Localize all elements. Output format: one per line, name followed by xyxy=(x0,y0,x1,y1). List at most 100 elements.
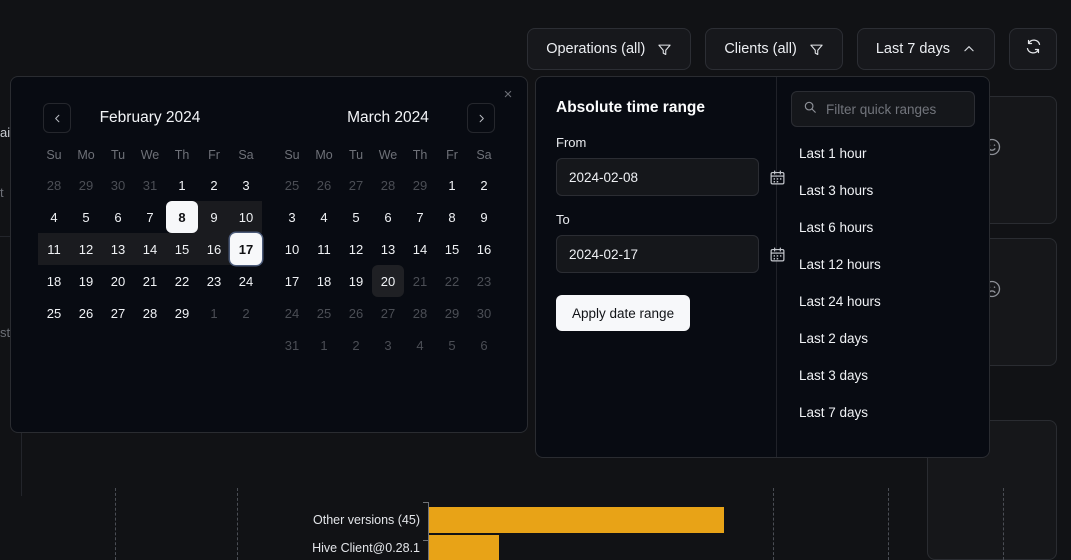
prev-month-button[interactable] xyxy=(43,103,71,133)
calendar-day[interactable]: 27 xyxy=(340,169,372,201)
calendar-day[interactable]: 1 xyxy=(198,297,230,329)
calendar-icon[interactable] xyxy=(769,167,786,187)
calendar-day[interactable]: 28 xyxy=(38,169,70,201)
calendar-day[interactable]: 19 xyxy=(340,265,372,297)
calendar-day[interactable]: 21 xyxy=(134,265,166,297)
calendar-day[interactable]: 18 xyxy=(38,265,70,297)
calendar-day[interactable]: 16 xyxy=(198,233,230,265)
calendar-day[interactable]: 18 xyxy=(308,265,340,297)
quick-ranges-search-input[interactable] xyxy=(826,101,989,117)
calendar-day[interactable]: 31 xyxy=(134,169,166,201)
calendar-day[interactable]: 26 xyxy=(340,297,372,329)
calendar-day[interactable]: 3 xyxy=(276,201,308,233)
calendar-day[interactable]: 2 xyxy=(230,297,262,329)
calendar-day[interactable]: 31 xyxy=(276,329,308,361)
calendar-day[interactable]: 9 xyxy=(468,201,500,233)
calendar-day[interactable]: 17 xyxy=(230,233,262,265)
calendar-day[interactable]: 30 xyxy=(102,169,134,201)
calendar-day[interactable]: 12 xyxy=(340,233,372,265)
calendar-day[interactable]: 14 xyxy=(134,233,166,265)
calendar-day[interactable]: 30 xyxy=(468,297,500,329)
calendar-day[interactable]: 6 xyxy=(102,201,134,233)
calendar-day[interactable]: 8 xyxy=(166,201,198,233)
quick-ranges-list[interactable]: Last 1 hour Last 3 hours Last 6 hours Last … xyxy=(791,135,975,457)
calendar-day[interactable]: 13 xyxy=(102,233,134,265)
time-range-button[interactable]: Last 7 days xyxy=(856,28,995,70)
apply-date-range-button[interactable]: Apply date range xyxy=(556,295,691,331)
calendar-day[interactable]: 22 xyxy=(436,265,468,297)
calendar-day[interactable]: 4 xyxy=(308,201,340,233)
quick-range-item[interactable]: Last 6 hours xyxy=(799,220,874,235)
calendar-day[interactable]: 8 xyxy=(436,201,468,233)
next-month-button[interactable] xyxy=(467,103,495,133)
calendar-day[interactable]: 4 xyxy=(404,329,436,361)
calendar-day[interactable]: 3 xyxy=(230,169,262,201)
from-date-input[interactable] xyxy=(556,158,759,196)
calendar-day[interactable]: 6 xyxy=(468,329,500,361)
calendar-day[interactable]: 28 xyxy=(372,169,404,201)
calendar-day[interactable]: 26 xyxy=(308,169,340,201)
close-icon[interactable]: × xyxy=(503,85,513,103)
to-date-input[interactable] xyxy=(556,235,759,273)
calendar-day[interactable]: 24 xyxy=(276,297,308,329)
calendar-day[interactable]: 28 xyxy=(134,297,166,329)
calendar-day[interactable]: 15 xyxy=(166,233,198,265)
calendar-icon[interactable] xyxy=(769,244,786,264)
calendar-day[interactable]: 29 xyxy=(70,169,102,201)
calendar-day[interactable]: 24 xyxy=(230,265,262,297)
calendar-day[interactable]: 20 xyxy=(372,265,404,297)
calendar-day[interactable]: 28 xyxy=(404,297,436,329)
calendar-day[interactable]: 29 xyxy=(436,297,468,329)
calendar-day[interactable]: 1 xyxy=(436,169,468,201)
calendar-day[interactable]: 20 xyxy=(102,265,134,297)
calendar-day[interactable]: 27 xyxy=(102,297,134,329)
calendar-day[interactable]: 19 xyxy=(70,265,102,297)
calendar-day[interactable]: 25 xyxy=(308,297,340,329)
calendar-day[interactable]: 14 xyxy=(404,233,436,265)
quick-range-item[interactable]: Last 12 hours xyxy=(799,257,881,272)
calendar-day[interactable]: 21 xyxy=(404,265,436,297)
calendar-day[interactable]: 2 xyxy=(468,169,500,201)
calendar-day[interactable]: 27 xyxy=(372,297,404,329)
calendar-day[interactable]: 5 xyxy=(70,201,102,233)
calendar-day[interactable]: 5 xyxy=(436,329,468,361)
quick-range-item[interactable]: Last 2 days xyxy=(799,331,869,346)
calendar-day[interactable]: 25 xyxy=(276,169,308,201)
calendar-day[interactable]: 15 xyxy=(436,233,468,265)
quick-range-item[interactable]: Last 24 hours xyxy=(799,294,881,309)
calendar-day[interactable]: 1 xyxy=(166,169,198,201)
calendar-day[interactable]: 4 xyxy=(38,201,70,233)
clients-filter-button[interactable]: Clients (all) xyxy=(705,28,843,70)
calendar-day[interactable]: 11 xyxy=(38,233,70,265)
calendar-day[interactable]: 7 xyxy=(404,201,436,233)
calendar-day[interactable]: 29 xyxy=(166,297,198,329)
calendar-day[interactable]: 6 xyxy=(372,201,404,233)
calendar-day[interactable]: 23 xyxy=(468,265,500,297)
quick-range-item[interactable]: Last 3 hours xyxy=(799,183,874,198)
calendar-day[interactable]: 2 xyxy=(340,329,372,361)
calendar-day[interactable]: 12 xyxy=(70,233,102,265)
calendar-day[interactable]: 11 xyxy=(308,233,340,265)
calendar-day[interactable]: 13 xyxy=(372,233,404,265)
operations-filter-button[interactable]: Operations (all) xyxy=(527,28,692,70)
calendar-day[interactable]: 17 xyxy=(276,265,308,297)
quick-ranges-filter[interactable] xyxy=(791,91,989,127)
calendar-day[interactable]: 29 xyxy=(404,169,436,201)
calendar-day[interactable]: 3 xyxy=(372,329,404,361)
calendar-day[interactable]: 9 xyxy=(198,201,230,233)
quick-range-item[interactable]: Last 1 hour xyxy=(799,146,867,161)
quick-range-item[interactable]: Last 3 days xyxy=(799,368,869,383)
calendar-day[interactable]: 5 xyxy=(340,201,372,233)
calendar-day[interactable]: 10 xyxy=(230,201,262,233)
chart-bar[interactable] xyxy=(429,507,724,533)
calendar-day[interactable]: 25 xyxy=(38,297,70,329)
calendar-day[interactable]: 23 xyxy=(198,265,230,297)
quick-range-item[interactable]: Last 7 days xyxy=(799,405,869,420)
calendar-day[interactable]: 26 xyxy=(70,297,102,329)
calendar-day[interactable]: 7 xyxy=(134,201,166,233)
calendar-day[interactable]: 1 xyxy=(308,329,340,361)
calendar-day[interactable]: 10 xyxy=(276,233,308,265)
calendar-day[interactable]: 22 xyxy=(166,265,198,297)
refresh-button[interactable] xyxy=(1009,28,1057,70)
calendar-day[interactable]: 16 xyxy=(468,233,500,265)
